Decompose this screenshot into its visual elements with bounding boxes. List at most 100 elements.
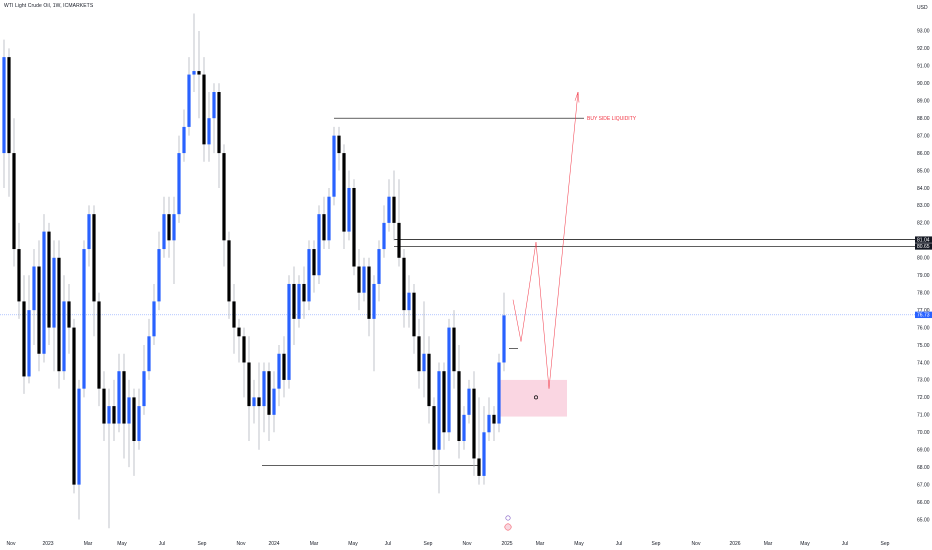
level-label: 81.04 bbox=[917, 237, 930, 243]
candle-up bbox=[382, 222, 386, 250]
price-tick-label: 83.00 bbox=[917, 203, 930, 209]
candle-up bbox=[462, 414, 466, 442]
candle-down bbox=[222, 153, 226, 241]
candle-up bbox=[127, 397, 131, 424]
candle-down bbox=[227, 240, 231, 302]
candle-down bbox=[492, 414, 496, 424]
candle-down bbox=[122, 371, 126, 424]
candle-down bbox=[427, 353, 431, 407]
price-tick-label: 85.00 bbox=[917, 168, 930, 174]
price-tick-label: 89.00 bbox=[917, 99, 930, 105]
candle-up bbox=[117, 371, 121, 424]
price-tick-label: 73.00 bbox=[917, 378, 930, 384]
candle-up bbox=[347, 187, 351, 232]
candle-up bbox=[262, 371, 266, 407]
price-tick-label: 92.00 bbox=[917, 46, 930, 52]
time-tick-label: May bbox=[348, 541, 358, 547]
time-tick-label: Sep bbox=[198, 541, 207, 547]
price-tick-label: 71.00 bbox=[917, 413, 930, 419]
candle-up bbox=[327, 196, 331, 241]
candle-down bbox=[12, 153, 16, 250]
candle-up bbox=[147, 336, 151, 372]
price-tick-label: 70.00 bbox=[917, 430, 930, 436]
candle-down bbox=[267, 371, 271, 415]
time-tick-label: May bbox=[800, 541, 810, 547]
candle-down bbox=[72, 327, 76, 485]
candle-up bbox=[42, 231, 46, 354]
candle-up bbox=[277, 353, 281, 389]
candle-up bbox=[27, 310, 31, 377]
candle-down bbox=[17, 249, 21, 302]
candle-down bbox=[337, 135, 341, 154]
time-tick-label: Nov bbox=[7, 541, 16, 547]
candle-up bbox=[447, 327, 451, 433]
time-tick-label: 2024 bbox=[268, 541, 279, 547]
price-tick-label: 69.00 bbox=[917, 448, 930, 454]
current-price-label: 76.73 bbox=[917, 313, 930, 319]
time-tick-label: Jul bbox=[385, 541, 391, 547]
candle-up bbox=[182, 126, 186, 154]
candle-up bbox=[437, 371, 441, 450]
time-tick-label: Nov bbox=[692, 541, 701, 547]
candle-down bbox=[472, 388, 476, 459]
candle-down bbox=[202, 74, 206, 145]
time-tick-label: Jul bbox=[842, 541, 848, 547]
time-tick-label: Mar bbox=[536, 541, 545, 547]
candle-down bbox=[22, 301, 26, 377]
candle-up bbox=[152, 301, 156, 337]
candle-down bbox=[342, 153, 346, 232]
price-tick-label: 90.00 bbox=[917, 81, 930, 87]
projected-path bbox=[512, 91, 579, 389]
candle-up bbox=[137, 406, 141, 442]
candle-down bbox=[217, 92, 221, 154]
price-tick-label: 80.00 bbox=[917, 256, 930, 262]
price-tick-label: 67.00 bbox=[917, 482, 930, 488]
time-tick-label: May bbox=[117, 541, 127, 547]
price-tick-label: 93.00 bbox=[917, 29, 930, 35]
price-tick-label: 76.00 bbox=[917, 325, 930, 331]
candle-down bbox=[442, 371, 446, 433]
candle-down bbox=[352, 187, 356, 267]
candle-up bbox=[497, 362, 501, 424]
candle-up bbox=[252, 397, 256, 407]
candle-up bbox=[62, 301, 66, 372]
price-tick-label: 74.00 bbox=[917, 360, 930, 366]
candle-up bbox=[157, 249, 161, 302]
candle-down bbox=[132, 397, 136, 442]
price-tick-label: 66.00 bbox=[917, 500, 930, 506]
price-tick-label: 84.00 bbox=[917, 186, 930, 192]
buy-side-liquidity-label: BUY SIDE LIQUIDITY bbox=[587, 116, 637, 122]
candle-down bbox=[322, 214, 326, 241]
annotations-layer: BUY SIDE LIQUIDITY bbox=[0, 91, 932, 466]
candle-down bbox=[432, 406, 436, 450]
candle-up bbox=[187, 74, 191, 127]
candles-layer bbox=[2, 13, 506, 529]
candle-down bbox=[397, 222, 401, 258]
candle-down bbox=[57, 257, 61, 372]
candle-down bbox=[412, 292, 416, 337]
time-tick-label: Jul bbox=[616, 541, 622, 547]
candle-up bbox=[487, 414, 491, 433]
candle-down bbox=[232, 301, 236, 328]
candle-up bbox=[82, 249, 86, 389]
level-label-bg bbox=[915, 243, 932, 250]
candle-up bbox=[317, 214, 321, 276]
candle-down bbox=[392, 196, 396, 223]
time-tick-label: Sep bbox=[424, 541, 433, 547]
candle-up bbox=[407, 292, 411, 311]
candle-up bbox=[502, 315, 506, 363]
candle-up bbox=[142, 371, 146, 407]
time-tick-label: 2025 bbox=[501, 541, 512, 547]
price-axis[interactable]: 65.00 66.00 67.00 68.00 69.00 70.00 71.00 72.00… bbox=[917, 29, 930, 524]
candle-down bbox=[247, 362, 251, 407]
candle-up bbox=[332, 135, 336, 197]
candle-up bbox=[307, 249, 311, 302]
candle-up bbox=[107, 406, 111, 424]
candle-up bbox=[387, 196, 391, 223]
time-axis[interactable]: Nov 2023 Mar May Jul Sep Nov 2024 Mar May Jul Sep No… bbox=[7, 541, 890, 547]
price-tick-label: 68.00 bbox=[917, 465, 930, 471]
candle-up bbox=[2, 57, 6, 154]
